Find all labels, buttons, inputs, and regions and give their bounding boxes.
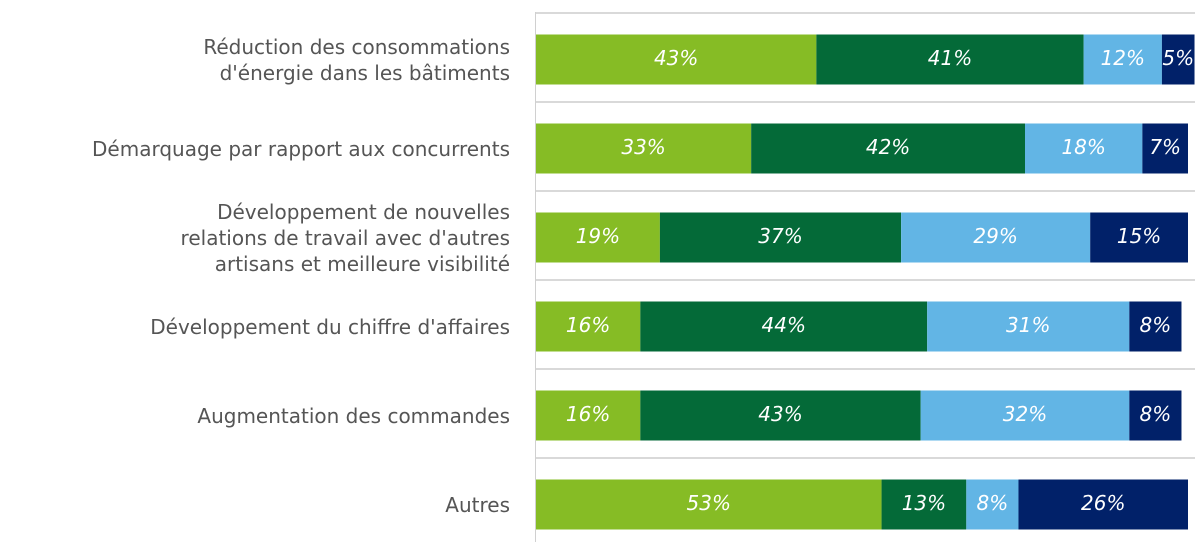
category-label: Autres [445,492,510,517]
data-label: 41% [928,46,972,70]
category-label: Réduction des consommations d'énergie da… [203,34,510,85]
data-label: 18% [1061,135,1105,159]
data-label: 26% [1081,491,1125,515]
data-label: 42% [866,135,910,159]
data-label: 44% [762,313,806,337]
bar-segment [1018,479,1188,530]
bar-segment [536,390,641,441]
category-label: Démarquage par rapport aux concurrents [92,136,510,161]
data-label: 33% [621,135,665,159]
data-label: 7% [1149,135,1181,159]
bar-segment [1161,34,1195,85]
category-label: Développement de nouvelles relations de … [180,199,510,276]
data-label: 8% [1140,402,1172,426]
category-label: Développement du chiffre d'affaires [150,314,510,339]
bar-segment [901,212,1091,263]
data-label: 16% [566,313,610,337]
data-label: 12% [1101,46,1145,70]
bar-segment [659,212,902,263]
bar-segment [640,390,921,441]
category-label: Augmentation des commandes [197,403,510,428]
bar-segment [1129,301,1182,352]
data-label: 31% [1006,313,1050,337]
data-label: 5% [1162,46,1194,70]
bar-segment [1090,212,1188,263]
bar-segment [881,479,967,530]
data-label: 53% [687,491,731,515]
bar-segment [536,123,752,174]
bar-segment [816,34,1084,85]
bar-segment [966,479,1019,530]
bar-segment [536,479,882,530]
data-label: 16% [566,402,610,426]
data-label: 13% [902,491,946,515]
bar-segment [536,212,660,263]
data-label: 37% [758,224,802,248]
bar-segment [536,34,817,85]
data-label: 8% [977,491,1009,515]
data-label: 43% [654,46,698,70]
bar-segment [536,301,641,352]
bar-segment [1083,34,1162,85]
bar-segment [920,390,1130,441]
data-label: 32% [1003,402,1047,426]
data-label: 8% [1140,313,1172,337]
data-label: 15% [1117,224,1161,248]
bar-segment [640,301,928,352]
bar-segment [751,123,1025,174]
bar-segment [1129,390,1182,441]
data-label: 19% [576,224,620,248]
bar-segment [1142,123,1188,174]
bar-segment [1025,123,1143,174]
bar-segment [927,301,1130,352]
data-label: 29% [973,224,1017,248]
data-label: 43% [758,402,802,426]
